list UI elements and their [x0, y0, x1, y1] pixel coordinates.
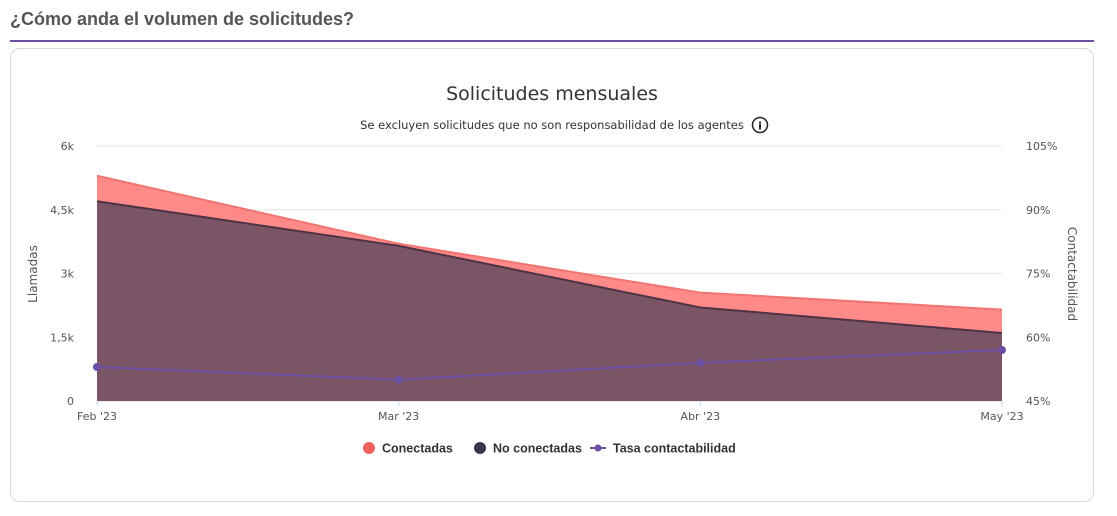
svg-text:i: i	[758, 120, 762, 133]
y-tick-left: 0	[67, 395, 74, 408]
chart-title: Solicitudes mensuales	[446, 83, 658, 105]
y-tick-left: 6k	[61, 140, 75, 153]
legend-label: Tasa contactabilidad	[613, 442, 736, 456]
point-tasa-contactabilidad	[93, 363, 101, 371]
area-no-conectadas	[97, 201, 1002, 401]
y-tick-right: 75%	[1026, 268, 1050, 281]
chart-card: Solicitudes mensuales Se excluyen solici…	[10, 48, 1094, 502]
x-tick-label: May '23	[980, 410, 1023, 423]
y-tick-left: 3k	[61, 268, 75, 281]
x-axis: Feb '23 Mar '23 Abr '23 May '23	[77, 401, 1024, 423]
x-tick-label: Feb '23	[77, 410, 117, 423]
y-axis-left-title: Llamadas	[26, 245, 40, 303]
info-icon[interactable]: i	[751, 116, 769, 134]
y-axis-right-title: Contactabilidad	[1065, 227, 1079, 321]
y-tick-right: 60%	[1026, 331, 1050, 344]
y-tick-right: 90%	[1026, 204, 1050, 217]
point-tasa-contactabilidad	[998, 346, 1006, 354]
line-tasa-contactabilidad	[96, 349, 1003, 381]
line-conectadas	[96, 174, 1003, 311]
legend-marker	[594, 444, 602, 452]
legend-marker	[363, 442, 375, 454]
legend-label: No conectadas	[493, 442, 582, 456]
line-no-conectadas	[96, 200, 1003, 334]
area-conectadas	[97, 175, 1002, 333]
chart-area: Solicitudes mensuales Se excluyen solici…	[26, 83, 1079, 456]
x-tick-label: Abr '23	[681, 410, 721, 423]
y-tick-left: 1,5k	[50, 331, 74, 344]
section-title: ¿Cómo anda el volumen de solicitudes?	[10, 9, 355, 29]
legend-label: Conectadas	[382, 442, 453, 456]
point-tasa-contactabilidad	[696, 358, 705, 367]
y-axis-left: 6k 4,5k 3k 1,5k 0	[50, 140, 74, 408]
point-tasa-contactabilidad	[394, 375, 403, 384]
y-tick-left: 4,5k	[50, 204, 74, 217]
section-divider	[10, 40, 1094, 42]
x-tick-label: Mar '23	[378, 410, 419, 423]
legend-marker	[474, 442, 486, 454]
area-series	[96, 174, 1003, 401]
y-tick-right: 45%	[1026, 395, 1050, 408]
y-axis-right: 105% 90% 75% 60% 45%	[1026, 140, 1057, 408]
line-series	[93, 346, 1006, 384]
y-tick-right: 105%	[1026, 140, 1057, 153]
chart-subtitle: Se excluyen solicitudes que no son respo…	[360, 118, 744, 132]
legend: Conectadas No conectadas Tasa contactabili…	[363, 442, 736, 456]
